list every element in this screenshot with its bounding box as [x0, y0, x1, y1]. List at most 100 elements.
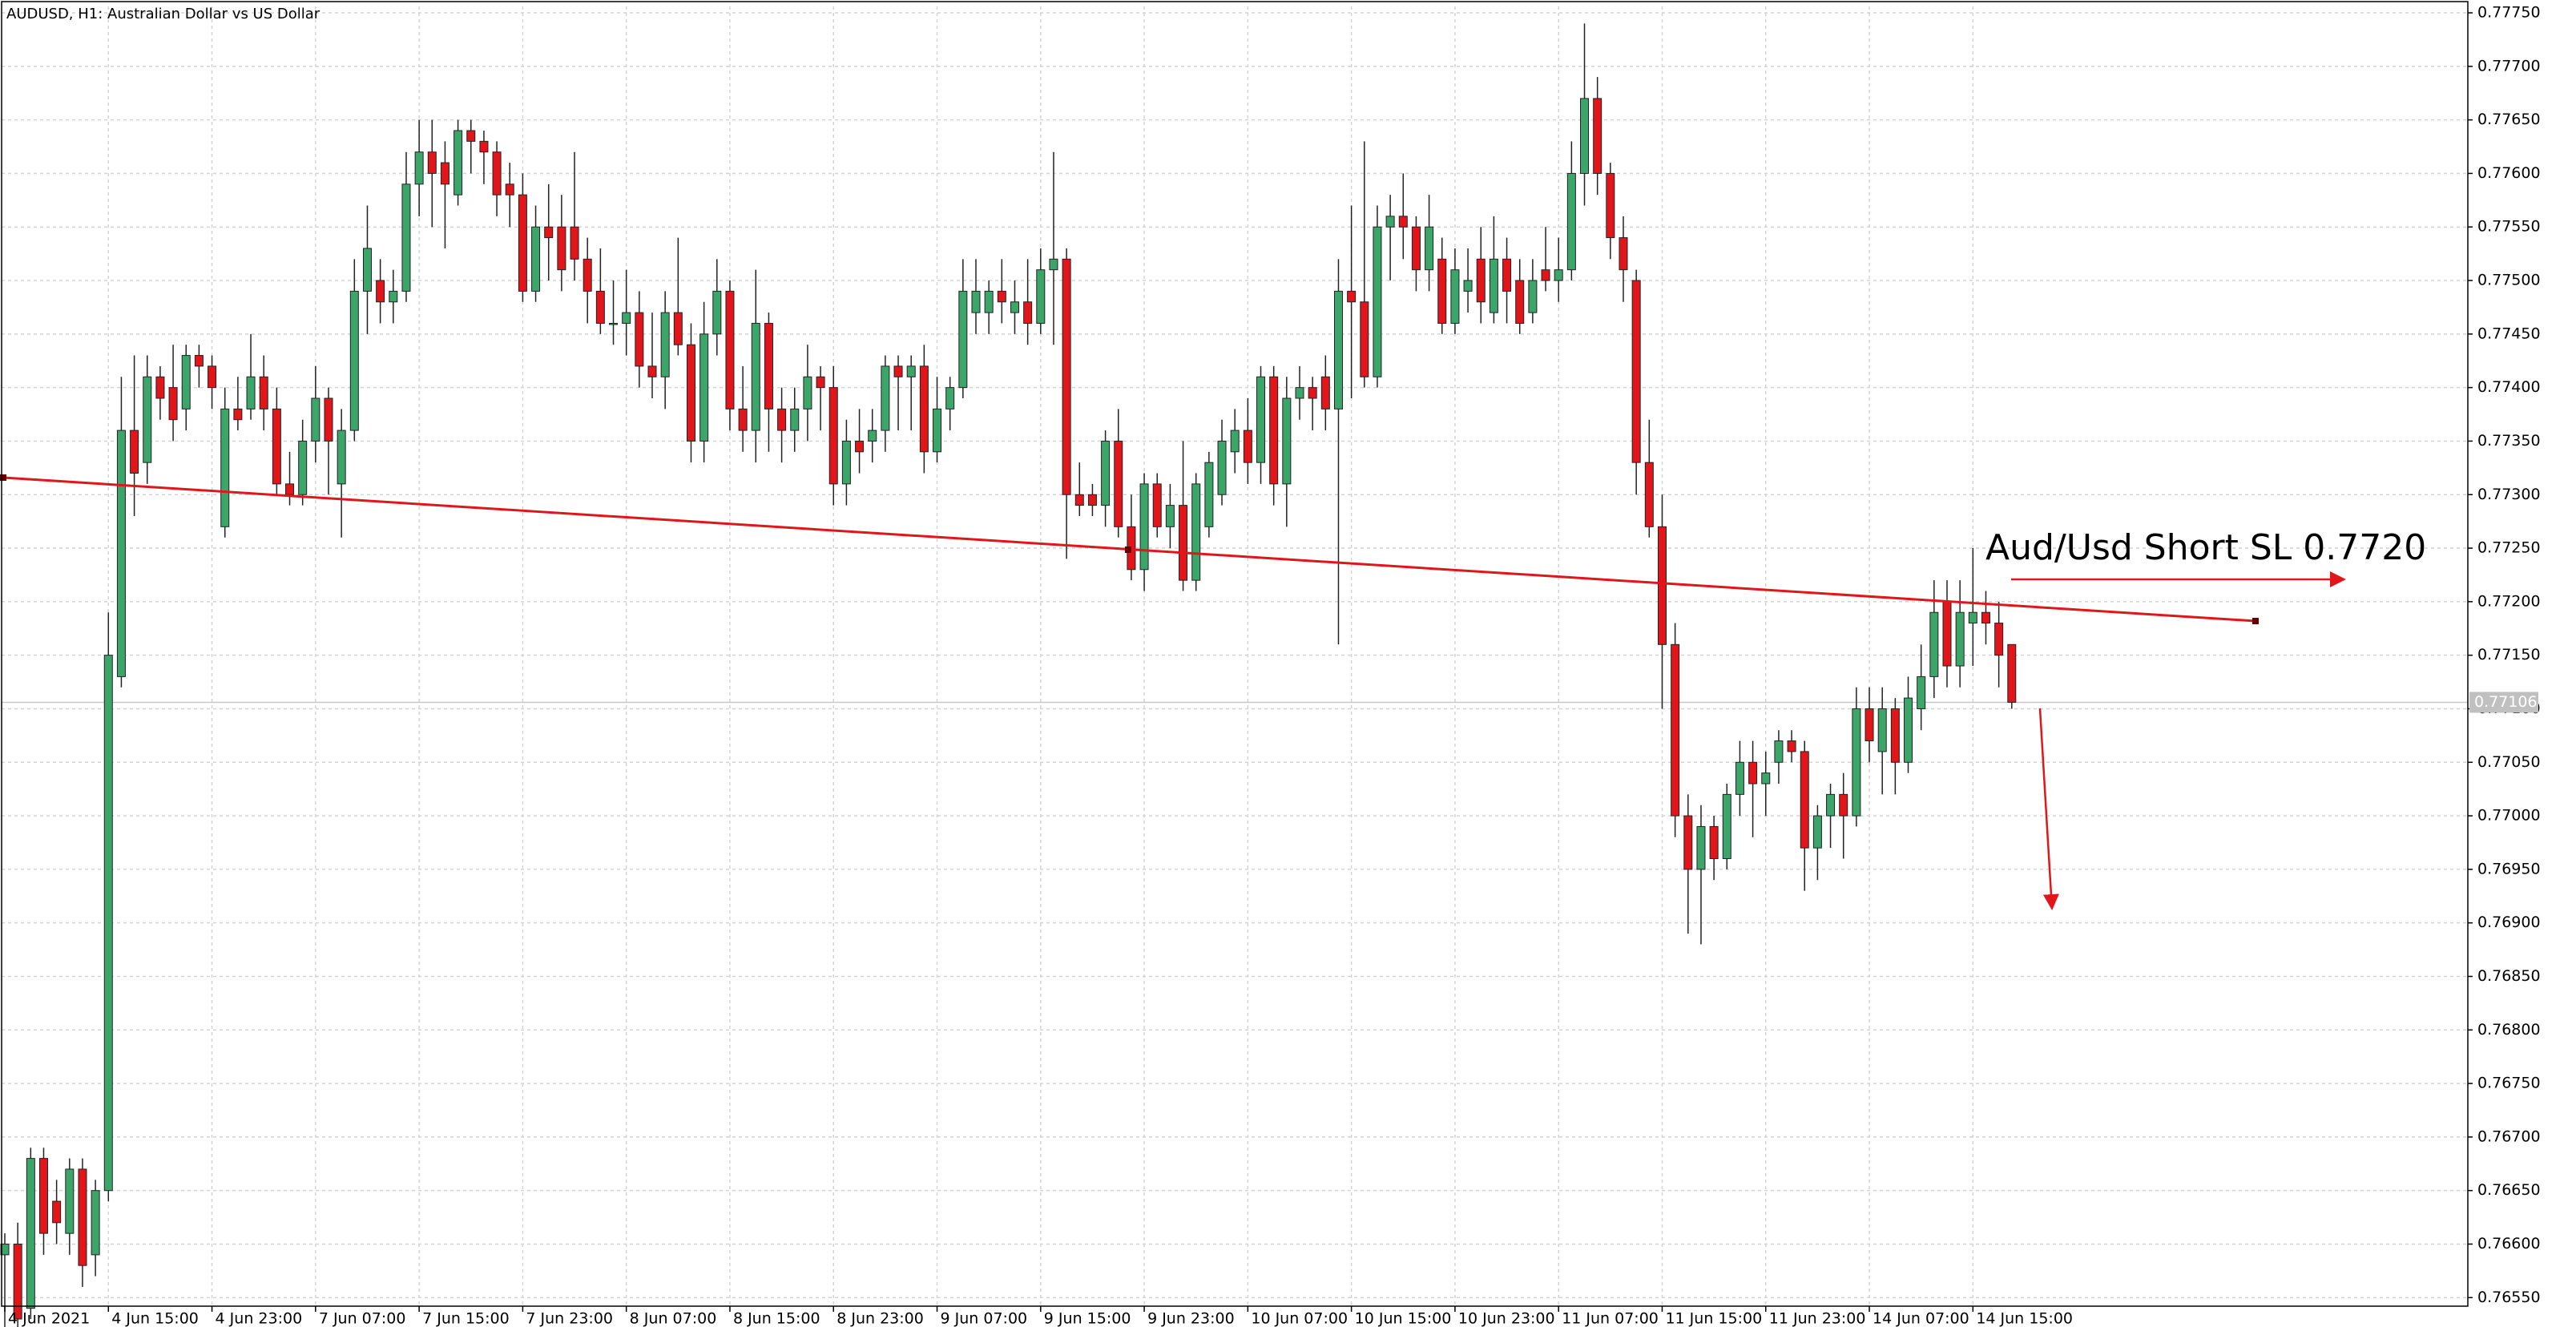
- y-tick-label: 0.76650: [2477, 1181, 2541, 1199]
- candle-body: [531, 226, 541, 292]
- candle-body: [1644, 462, 1654, 527]
- candle-body: [324, 397, 333, 442]
- candle-body: [414, 151, 424, 185]
- candle-body: [984, 290, 994, 313]
- y-tick-label: 0.76700: [2477, 1127, 2541, 1145]
- candle-body: [1890, 708, 1900, 763]
- candle-body: [1683, 815, 1693, 870]
- candle-body: [337, 430, 346, 485]
- candle-body: [143, 376, 152, 463]
- candle-body: [220, 408, 230, 527]
- candle-body: [1463, 280, 1473, 292]
- candle-body: [194, 355, 204, 367]
- candle-body: [1074, 494, 1084, 506]
- candle-body: [919, 365, 929, 453]
- candle-body: [1373, 226, 1382, 377]
- candle-body: [440, 162, 449, 185]
- candle-body: [1347, 290, 1357, 303]
- candle-body: [1942, 601, 1952, 667]
- candle-body: [1010, 301, 1019, 313]
- candle-body: [557, 226, 566, 271]
- y-tick-label: 0.77300: [2477, 486, 2541, 503]
- candle-body: [1748, 761, 1758, 785]
- candle-body: [1619, 237, 1628, 271]
- candle-body: [38, 1158, 48, 1234]
- candle-body: [1812, 815, 1822, 849]
- candle-body: [816, 376, 825, 389]
- candle-body: [712, 290, 722, 335]
- x-tick-label: 7 Jun 15:00: [422, 1310, 510, 1327]
- candle-body: [1696, 825, 1706, 870]
- x-tick-label: 7 Jun 07:00: [319, 1310, 406, 1327]
- candle-body: [259, 376, 268, 409]
- trend-handle: [1125, 547, 1131, 553]
- candle-body: [1320, 376, 1330, 409]
- candle-body: [971, 290, 981, 313]
- candle-body: [1722, 793, 1731, 860]
- candle-body: [1877, 708, 1887, 752]
- candle-body: [1476, 258, 1486, 303]
- candle-body: [1023, 301, 1033, 324]
- x-tick-label: 9 Jun 15:00: [1044, 1310, 1131, 1327]
- candle-body: [1385, 216, 1395, 228]
- candle-body: [933, 408, 942, 453]
- candle-body: [1735, 761, 1744, 795]
- candle-body: [389, 290, 398, 303]
- candle-body: [1256, 376, 1266, 463]
- x-tick-label: 4 Jun 2021: [8, 1310, 90, 1327]
- candle-body: [78, 1168, 87, 1266]
- plot-frame: [1, 1, 2469, 1307]
- candle-body: [1411, 226, 1421, 271]
- candle-body: [945, 387, 955, 409]
- candle-body: [1282, 397, 1292, 485]
- candle-body: [155, 376, 165, 399]
- candle-body: [881, 365, 890, 431]
- candle-body: [26, 1158, 35, 1309]
- y-tick-label: 0.77700: [2477, 57, 2541, 75]
- candle-body: [65, 1168, 75, 1234]
- candle-body: [738, 408, 748, 431]
- y-tick-label: 0.77750: [2477, 4, 2541, 22]
- y-tick-label: 0.77500: [2477, 272, 2541, 289]
- candle-body: [1087, 494, 1097, 506]
- candle-body: [1657, 526, 1667, 645]
- candle-body: [958, 290, 968, 389]
- candle-body: [311, 397, 320, 442]
- candle-body: [841, 440, 851, 485]
- candle-body: [505, 184, 514, 196]
- candle-body: [828, 387, 838, 485]
- candle-body: [362, 248, 372, 292]
- candle-body: [906, 365, 916, 377]
- y-tick-label: 0.77200: [2477, 592, 2541, 610]
- candle-body: [1139, 483, 1149, 571]
- candle-body: [803, 376, 812, 409]
- y-tick-label: 0.76950: [2477, 860, 2541, 877]
- y-tick-label: 0.77550: [2477, 218, 2541, 236]
- candle-body: [466, 130, 476, 142]
- candle-body: [660, 312, 670, 377]
- candle-body: [246, 376, 256, 409]
- candle-body: [1515, 280, 1525, 324]
- candle-body: [868, 430, 877, 442]
- x-tick-label: 14 Jun 15:00: [1976, 1310, 2073, 1327]
- candle-body: [1839, 793, 1848, 817]
- y-tick-label: 0.77650: [2477, 111, 2541, 128]
- candle-body: [1968, 611, 1977, 624]
- y-tick-label: 0.77000: [2477, 807, 2541, 825]
- candle-body: [1437, 258, 1447, 324]
- candle-body: [1554, 269, 1563, 281]
- candle-body: [181, 355, 191, 409]
- candle-body: [454, 130, 463, 196]
- candle-body: [997, 290, 1006, 303]
- x-tick-label: 11 Jun 23:00: [1769, 1310, 1866, 1327]
- x-tick-label: 4 Jun 15:00: [111, 1310, 199, 1327]
- candle-body: [1800, 751, 1809, 849]
- candle-body: [349, 290, 359, 431]
- candle-body: [1204, 462, 1214, 527]
- y-tick-label: 0.76900: [2477, 914, 2541, 931]
- x-tick-label: 9 Jun 23:00: [1147, 1310, 1235, 1327]
- candle-body: [1230, 430, 1240, 453]
- chart-title: AUDUSD, H1: Australian Dollar vs US Doll…: [6, 6, 320, 22]
